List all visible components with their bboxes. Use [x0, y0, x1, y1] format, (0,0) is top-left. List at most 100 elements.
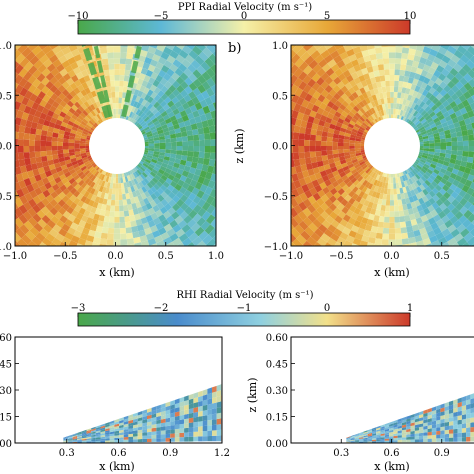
velocity-cell	[206, 87, 215, 97]
velocity-cell	[59, 160, 67, 167]
velocity-cell	[376, 58, 384, 65]
velocity-cell	[330, 166, 338, 173]
velocity-cell	[179, 405, 185, 412]
velocity-cell	[436, 404, 441, 410]
velocity-cell	[427, 204, 435, 213]
velocity-cell	[349, 148, 356, 152]
velocity-cell	[58, 45, 69, 51]
velocity-cell	[19, 87, 28, 97]
velocity-cell	[434, 135, 441, 140]
velocity-cell	[271, 162, 278, 171]
velocity-cell	[15, 146, 18, 154]
velocity-cell	[309, 110, 317, 118]
velocity-cell	[59, 174, 67, 181]
velocity-cell	[81, 33, 90, 41]
velocity-cell	[260, 164, 267, 174]
velocity-cell	[458, 68, 468, 77]
velocity-cell	[66, 110, 74, 118]
velocity-cell	[4, 214, 14, 225]
velocity-cell	[174, 112, 182, 120]
velocity-cell	[373, 173, 379, 180]
velocity-cell	[436, 416, 441, 421]
velocity-cell	[169, 50, 179, 59]
velocity-cell	[455, 202, 464, 211]
velocity-cell	[328, 203, 337, 212]
velocity-cell	[387, 13, 396, 19]
velocity-cell	[54, 211, 63, 220]
velocity-cell	[163, 60, 173, 69]
velocity-cell	[212, 430, 217, 436]
velocity-cell	[68, 139, 75, 143]
velocity-cell	[457, 424, 462, 429]
velocity-cell	[81, 438, 87, 441]
velocity-cell	[15, 152, 19, 161]
velocity-cell	[174, 402, 180, 409]
velocity-cell	[354, 438, 360, 440]
velocity-cell	[402, 81, 408, 88]
velocity-cell	[411, 116, 417, 123]
velocity-cell	[357, 109, 364, 117]
velocity-cell	[333, 92, 341, 101]
velocity-cell	[340, 93, 349, 101]
velocity-cell	[422, 96, 429, 104]
velocity-cell	[438, 28, 448, 37]
velocity-cell	[423, 77, 431, 85]
velocity-cell	[359, 438, 364, 440]
velocity-cell	[189, 117, 197, 125]
velocity-cell	[291, 223, 295, 231]
velocity-cell	[302, 114, 310, 122]
velocity-cell	[50, 117, 58, 124]
velocity-cell	[188, 403, 194, 410]
velocity-cell	[35, 128, 42, 136]
velocity-cell	[204, 152, 211, 159]
velocity-cell	[367, 434, 372, 437]
velocity-cell	[343, 152, 350, 157]
velocity-cell	[350, 177, 358, 184]
velocity-cell	[63, 152, 70, 158]
velocity-cell	[187, 63, 197, 74]
velocity-cell	[225, 86, 234, 96]
velocity-cell	[5, 224, 15, 235]
velocity-cell	[301, 45, 306, 48]
velocity-cell	[174, 158, 181, 164]
velocity-cell	[34, 146, 41, 152]
velocity-cell	[316, 124, 324, 132]
velocity-cell	[359, 107, 366, 115]
x-tick-label: 0.9	[434, 448, 450, 459]
velocity-cell	[346, 437, 351, 440]
velocity-cell	[450, 21, 461, 30]
velocity-cell	[98, 36, 106, 43]
velocity-cell	[443, 191, 451, 200]
velocity-cell	[79, 148, 86, 152]
velocity-cell	[93, 8, 103, 15]
velocity-cell	[114, 211, 120, 217]
velocity-cell	[389, 434, 394, 437]
velocity-cell	[434, 142, 441, 146]
velocity-cell	[427, 131, 434, 136]
velocity-cell	[324, 198, 333, 208]
velocity-cell	[73, 54, 82, 62]
velocity-cell	[345, 129, 352, 135]
velocity-cell	[128, 422, 133, 427]
velocity-cell	[393, 435, 398, 439]
velocity-cell	[184, 413, 189, 420]
velocity-cell	[339, 171, 347, 178]
velocity-cell	[151, 117, 159, 124]
velocity-cell	[198, 416, 203, 422]
velocity-cell	[325, 67, 335, 77]
velocity-cell	[33, 222, 43, 233]
velocity-cell	[410, 102, 417, 109]
velocity-cell	[98, 249, 106, 256]
velocity-cell	[122, 86, 128, 93]
velocity-cell	[307, 78, 316, 88]
velocity-cell	[146, 89, 154, 97]
velocity-cell	[471, 94, 474, 101]
velocity-cell	[208, 125, 216, 133]
velocity-cell	[169, 129, 176, 135]
velocity-cell	[435, 100, 443, 108]
velocity-cell	[432, 90, 440, 98]
velocity-cell	[178, 266, 189, 276]
velocity-cell	[212, 385, 217, 393]
velocity-cell	[320, 141, 327, 146]
velocity-cell	[156, 82, 165, 90]
